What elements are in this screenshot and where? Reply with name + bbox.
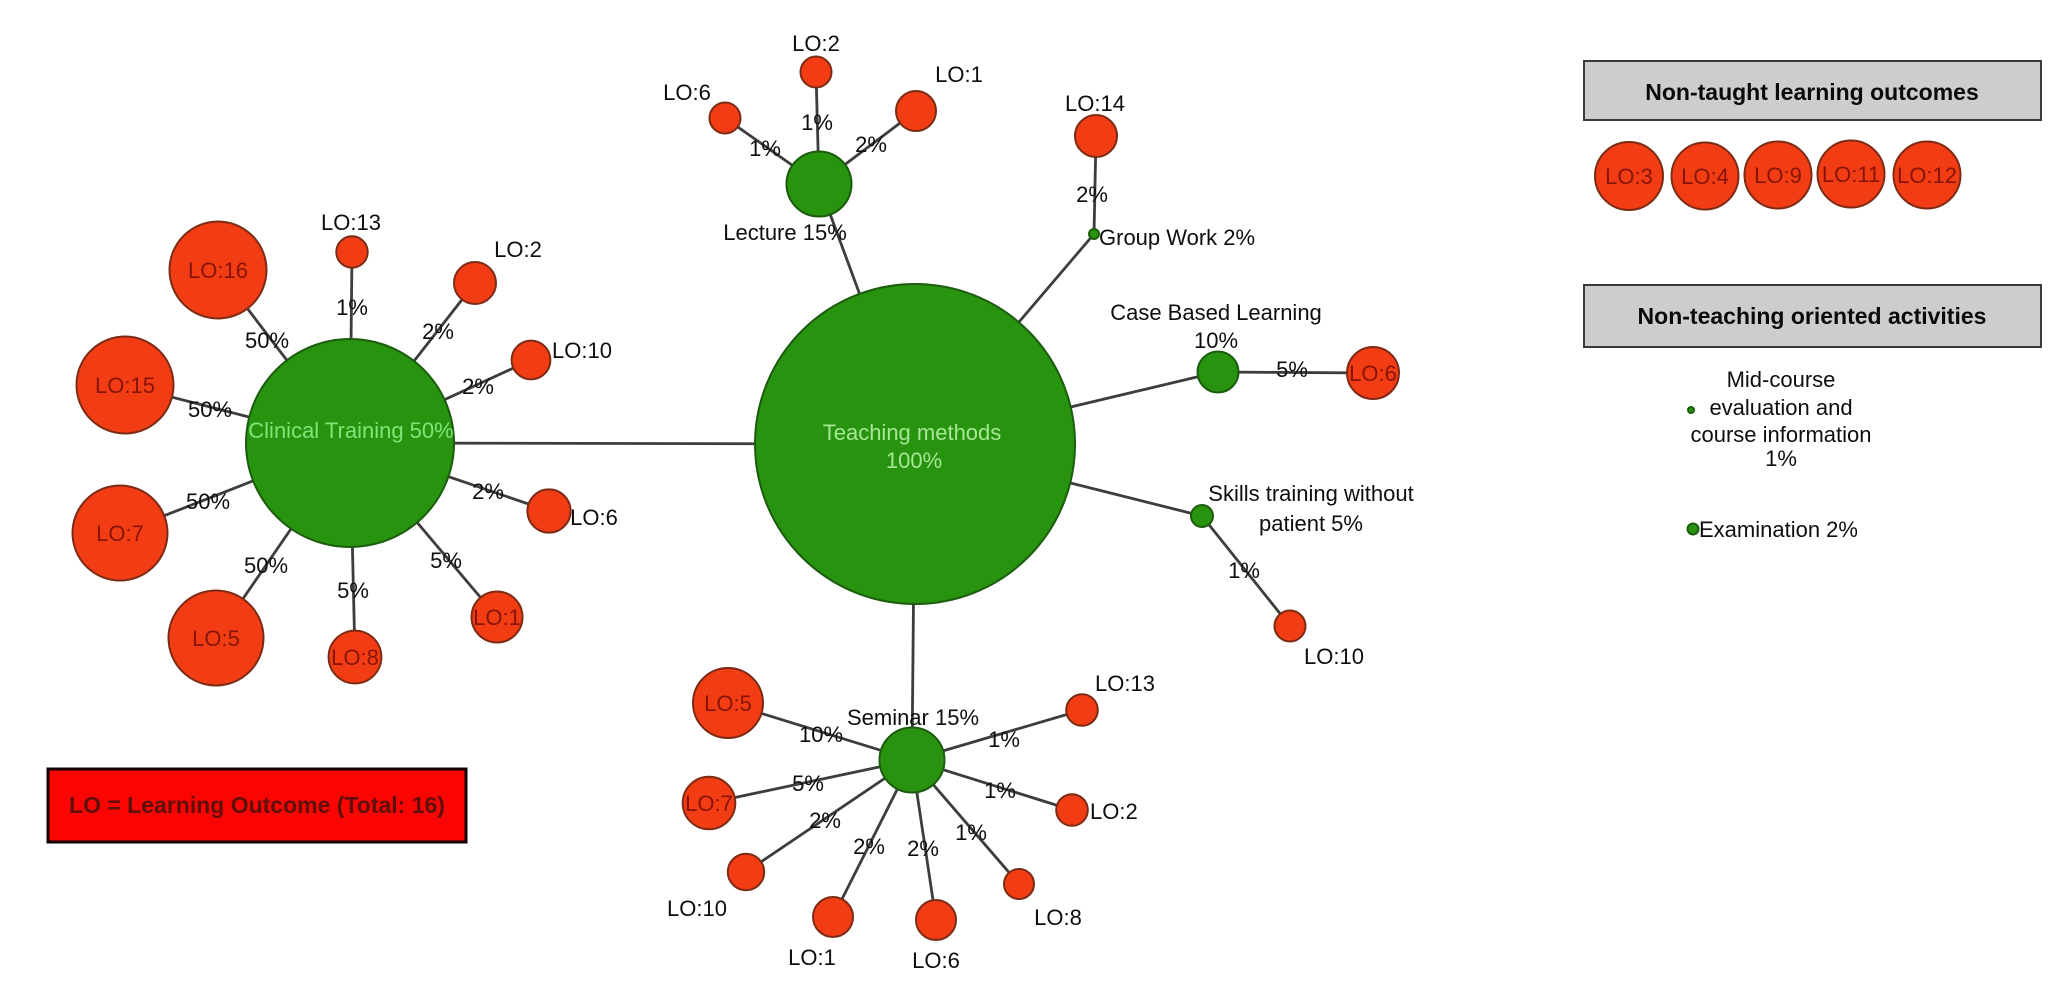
svg-text:LO:8: LO:8 bbox=[331, 645, 379, 670]
svg-text:Non-teaching oriented activiti: Non-teaching oriented activities bbox=[1638, 303, 1987, 329]
svg-text:5%: 5% bbox=[792, 771, 824, 796]
svg-text:evaluation and: evaluation and bbox=[1709, 395, 1852, 420]
svg-text:LO:11: LO:11 bbox=[1822, 162, 1880, 187]
svg-text:Group Work 2%: Group Work 2% bbox=[1099, 225, 1255, 250]
svg-text:50%: 50% bbox=[244, 553, 288, 578]
svg-text:2%: 2% bbox=[853, 834, 885, 859]
svg-text:50%: 50% bbox=[245, 328, 289, 353]
svg-text:2%: 2% bbox=[462, 374, 494, 399]
svg-text:Case Based Learning: Case Based Learning bbox=[1110, 300, 1322, 325]
svg-text:LO:1: LO:1 bbox=[935, 62, 983, 87]
svg-text:1%: 1% bbox=[1228, 558, 1260, 583]
svg-text:Skills training without: Skills training without bbox=[1208, 481, 1413, 506]
svg-text:1%: 1% bbox=[984, 778, 1016, 803]
svg-text:LO:9: LO:9 bbox=[1754, 163, 1802, 188]
svg-text:LO:7: LO:7 bbox=[685, 791, 733, 816]
svg-text:Non-taught learning outcomes: Non-taught learning outcomes bbox=[1645, 79, 1979, 105]
svg-text:LO:13: LO:13 bbox=[1095, 671, 1155, 696]
svg-text:LO:12: LO:12 bbox=[1897, 163, 1957, 188]
svg-text:LO:6: LO:6 bbox=[570, 505, 618, 530]
svg-text:LO:15: LO:15 bbox=[95, 373, 155, 398]
svg-text:1%: 1% bbox=[1765, 446, 1797, 471]
svg-text:LO:6: LO:6 bbox=[663, 80, 711, 105]
svg-text:LO:6: LO:6 bbox=[1349, 361, 1397, 386]
svg-text:2%: 2% bbox=[472, 479, 504, 504]
svg-text:50%: 50% bbox=[188, 397, 232, 422]
svg-text:Lecture 15%: Lecture 15% bbox=[723, 220, 847, 245]
svg-text:LO:16: LO:16 bbox=[188, 258, 248, 283]
svg-text:Teaching methods: Teaching methods bbox=[823, 420, 1002, 445]
svg-text:LO:13: LO:13 bbox=[321, 210, 381, 235]
svg-text:Examination 2%: Examination 2% bbox=[1699, 517, 1858, 542]
svg-text:1%: 1% bbox=[801, 110, 833, 135]
svg-text:Clinical Training 50%: Clinical Training 50% bbox=[248, 418, 453, 443]
svg-text:LO:7: LO:7 bbox=[96, 521, 144, 546]
svg-text:LO:2: LO:2 bbox=[494, 237, 542, 262]
svg-text:2%: 2% bbox=[907, 836, 939, 861]
svg-text:LO:1: LO:1 bbox=[473, 605, 521, 630]
svg-text:1%: 1% bbox=[955, 820, 987, 845]
svg-text:2%: 2% bbox=[855, 132, 887, 157]
svg-text:1%: 1% bbox=[988, 727, 1020, 752]
svg-text:LO:10: LO:10 bbox=[552, 338, 612, 363]
svg-text:10%: 10% bbox=[1194, 328, 1238, 353]
svg-text:LO:4: LO:4 bbox=[1681, 164, 1729, 189]
svg-text:LO:3: LO:3 bbox=[1605, 164, 1653, 189]
svg-text:2%: 2% bbox=[809, 808, 841, 833]
svg-text:LO:2: LO:2 bbox=[792, 31, 840, 56]
svg-text:patient 5%: patient 5% bbox=[1259, 511, 1363, 536]
svg-text:course information: course information bbox=[1691, 422, 1872, 447]
svg-text:1%: 1% bbox=[749, 136, 781, 161]
svg-text:5%: 5% bbox=[337, 578, 369, 603]
svg-text:LO:5: LO:5 bbox=[704, 691, 752, 716]
svg-text:10%: 10% bbox=[799, 722, 843, 747]
svg-text:LO = Learning Outcome (Total:: LO = Learning Outcome (Total: 16) bbox=[69, 792, 445, 818]
svg-text:LO:8: LO:8 bbox=[1034, 905, 1082, 930]
svg-text:LO:1: LO:1 bbox=[788, 945, 836, 970]
svg-text:LO:10: LO:10 bbox=[1304, 644, 1364, 669]
svg-text:2%: 2% bbox=[1076, 182, 1108, 207]
svg-text:50%: 50% bbox=[186, 489, 230, 514]
svg-text:1%: 1% bbox=[336, 295, 368, 320]
svg-text:LO:14: LO:14 bbox=[1065, 91, 1125, 116]
svg-text:LO:5: LO:5 bbox=[192, 626, 240, 651]
svg-text:2%: 2% bbox=[422, 319, 454, 344]
svg-text:LO:2: LO:2 bbox=[1090, 799, 1138, 824]
svg-text:LO:10: LO:10 bbox=[667, 896, 727, 921]
svg-text:Seminar 15%: Seminar 15% bbox=[847, 705, 979, 730]
svg-text:100%: 100% bbox=[886, 448, 942, 473]
svg-text:5%: 5% bbox=[1276, 357, 1308, 382]
svg-text:Mid-course: Mid-course bbox=[1727, 367, 1836, 392]
svg-text:5%: 5% bbox=[430, 548, 462, 573]
svg-text:LO:6: LO:6 bbox=[912, 948, 960, 973]
